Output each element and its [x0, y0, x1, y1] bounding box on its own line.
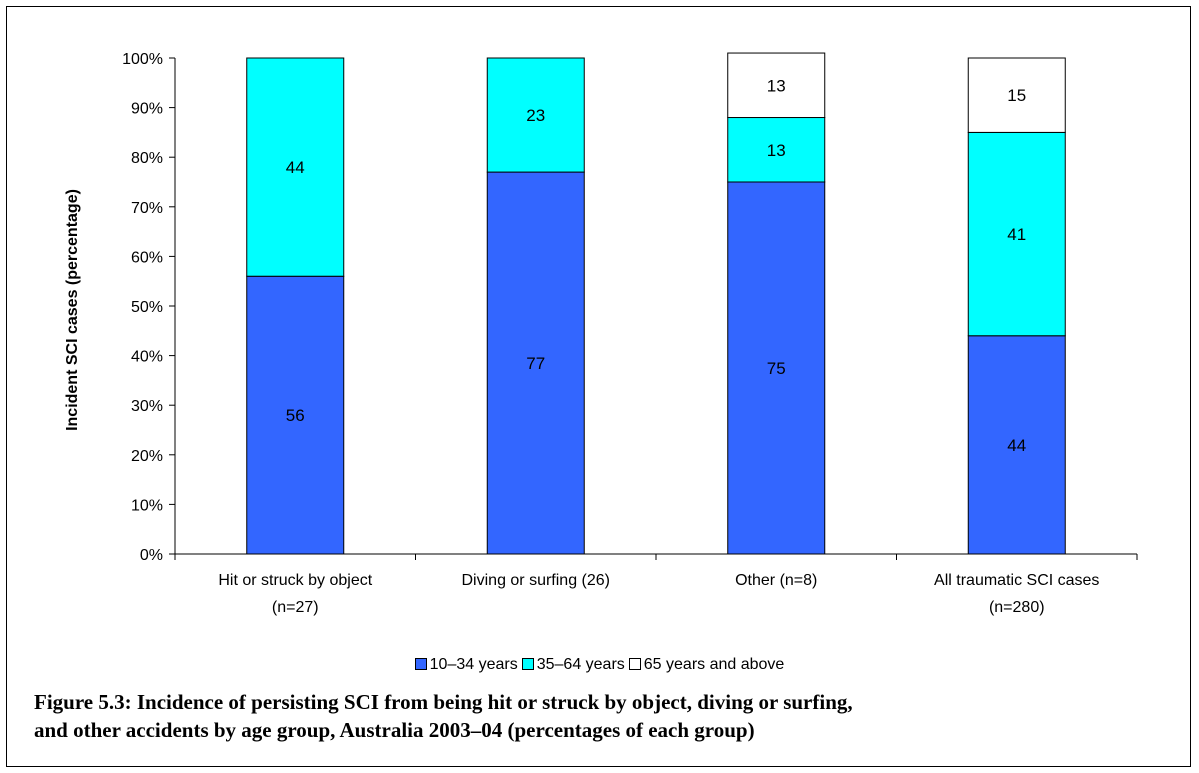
data-label: 44	[1007, 436, 1026, 455]
y-tick-label: 10%	[131, 497, 163, 514]
y-axis-title: Incident SCI cases (percentage)	[64, 189, 81, 431]
legend-item: 10–34 years	[414, 656, 518, 674]
bar-segment	[967, 335, 1066, 555]
bar-segment	[246, 275, 345, 555]
figure-caption: Figure 5.3: Incidence of persisting SCI …	[34, 688, 1184, 744]
data-label: 56	[286, 406, 305, 425]
x-category-label: Diving or surfing (26)	[462, 572, 611, 589]
legend-item: 65 years and above	[628, 656, 785, 674]
data-label: 13	[767, 141, 786, 160]
bar-segment	[246, 57, 345, 277]
bar-segment	[727, 52, 826, 119]
x-category-label: (n=280)	[989, 599, 1045, 616]
legend-label: 10–34 years	[429, 656, 518, 673]
x-category-label: Other (n=8)	[735, 572, 817, 589]
y-tick-label: 40%	[131, 349, 163, 366]
caption-line-2: and other accidents by age group, Austra…	[34, 718, 755, 742]
y-tick-label: 30%	[131, 398, 163, 415]
legend: 10–34 years 35–64 years 65 years and above	[0, 656, 1199, 674]
data-label: 13	[767, 76, 786, 95]
legend-swatch	[414, 658, 427, 670]
legend-item: 35–64 years	[521, 656, 625, 674]
data-label: 77	[526, 354, 545, 373]
legend-swatch	[628, 658, 641, 670]
legend-swatch	[521, 658, 534, 670]
x-category-label: All traumatic SCI cases	[934, 572, 1099, 589]
y-tick-label: 0%	[140, 547, 163, 564]
bar-segment	[486, 57, 585, 173]
y-tick-label: 20%	[131, 448, 163, 465]
y-tick-label: 100%	[122, 51, 163, 68]
data-label: 23	[526, 106, 545, 125]
caption-line-1: Figure 5.3: Incidence of persisting SCI …	[34, 690, 853, 714]
legend-label: 65 years and above	[643, 656, 785, 673]
bar-segment	[727, 117, 826, 183]
data-label: 75	[767, 359, 786, 378]
y-tick-label: 50%	[131, 299, 163, 316]
y-tick-label: 60%	[131, 249, 163, 266]
bar-segment	[486, 171, 585, 555]
data-label: 41	[1007, 225, 1026, 244]
stacked-bar-chart: 0% 10% 20% 30% 40% 50% 60% 70% 80% 90% 100% 56 44 Hi…	[64, 51, 1138, 616]
data-label: 15	[1007, 86, 1026, 105]
y-tick-label: 80%	[131, 150, 163, 167]
y-tick-label: 70%	[131, 200, 163, 217]
y-tick-label: 90%	[131, 101, 163, 118]
legend-label: 35–64 years	[536, 656, 625, 673]
bar-segment	[967, 131, 1066, 337]
data-label: 44	[286, 158, 305, 177]
bar-segment	[967, 57, 1066, 133]
x-category-label: Hit or struck by object	[218, 572, 372, 589]
bar-segment	[727, 181, 826, 555]
labels: 56 44 Hit or struck by object (n=27) 77 23 Div…	[218, 76, 1099, 616]
x-category-label: (n=27)	[272, 599, 319, 616]
bars	[246, 52, 1066, 555]
